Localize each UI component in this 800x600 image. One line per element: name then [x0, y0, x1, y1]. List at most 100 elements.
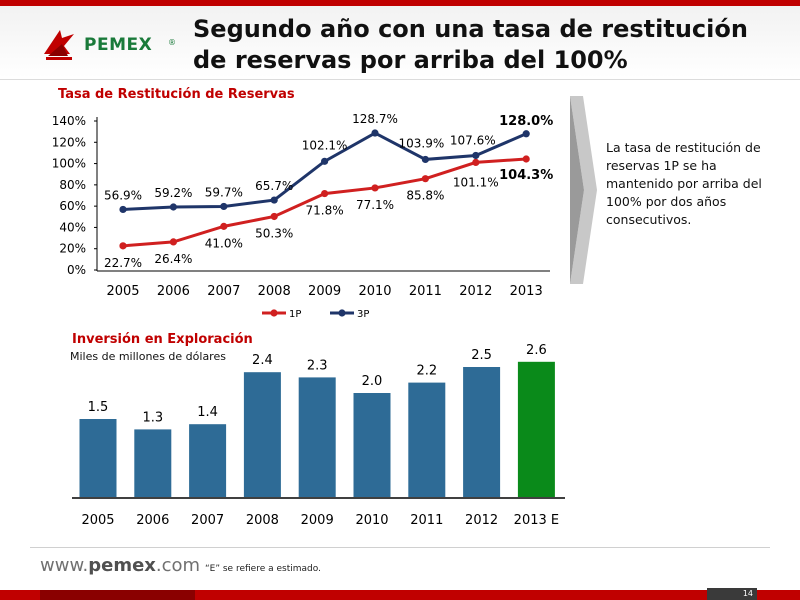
footer-url-brand: pemex — [88, 555, 156, 576]
x-tick-label: 2012 — [459, 284, 492, 299]
header-background — [0, 6, 800, 78]
chevron-arrow-divider — [570, 96, 597, 284]
page-title-line-1: Segundo año con una tasa de restitución — [193, 15, 748, 43]
bar-value-label: 1.5 — [88, 400, 109, 415]
data-point-1p — [321, 189, 329, 198]
legend-label-1p: 1P — [289, 309, 301, 320]
y-tick-label: 0% — [67, 263, 86, 277]
data-point-3p — [321, 157, 329, 165]
data-label-3p: 128.7% — [352, 112, 398, 126]
footer-divider — [30, 547, 770, 548]
x-tick-label: 2005 — [106, 284, 139, 299]
bar-value-label: 1.4 — [197, 405, 218, 420]
line-chart-title: Tasa de Restitución de Reservas — [58, 87, 295, 102]
data-label-3p: 59.2% — [154, 186, 192, 200]
footer-url-suffix: .com — [155, 555, 201, 576]
page-title: Segundo año con una tasa de restitución … — [193, 14, 773, 76]
data-point-1p — [522, 155, 530, 163]
x-tick-label: 2005 — [81, 513, 114, 528]
x-tick-label: 2007 — [207, 284, 240, 299]
footer-url-prefix: www. — [40, 555, 89, 576]
x-tick-label: 2011 — [409, 284, 442, 299]
data-label-3p: 56.9% — [104, 188, 142, 202]
reserves-line-chart: 0% 20% 40% 60% 80% 100% 120% 140% 2005 2006 2007 20… — [52, 112, 554, 320]
page-number: 14 — [742, 589, 753, 598]
data-point-1p — [472, 158, 480, 167]
logo-registered-mark: ® — [168, 38, 176, 47]
y-tick-label: 80% — [59, 178, 86, 192]
data-label-1p: 77.1% — [356, 198, 394, 212]
x-tick-label: 2012 — [465, 513, 498, 528]
bar — [517, 361, 555, 497]
bar — [353, 393, 391, 497]
pemex-logo: PEMEX ® — [40, 24, 180, 64]
bar-value-label: 2.4 — [252, 353, 273, 368]
bar — [408, 382, 446, 497]
y-tick-label: 20% — [59, 242, 86, 256]
bar-value-label: 2.3 — [307, 358, 328, 373]
x-tick-label: 2008 — [258, 284, 291, 299]
y-tick-label: 100% — [52, 157, 86, 171]
bar-value-label: 2.6 — [526, 343, 547, 358]
data-point-3p — [371, 129, 379, 137]
data-label-3p: 128.0% — [499, 114, 553, 129]
page-number-box — [707, 588, 757, 600]
data-point-3p — [169, 203, 177, 211]
y-tick-label: 40% — [59, 220, 86, 234]
header-divider — [0, 79, 800, 80]
y-tick-label: 120% — [52, 135, 86, 149]
bar — [79, 419, 117, 497]
data-point-1p — [270, 212, 278, 221]
bottom-dark-segment — [40, 590, 195, 600]
data-label-1p: 26.4% — [154, 252, 192, 266]
footer-note: “E” se refiere a estimado. — [205, 564, 321, 574]
data-label-1p: 22.7% — [104, 256, 142, 270]
bar-value-label: 2.2 — [416, 364, 437, 379]
bar-value-label: 2.0 — [362, 374, 383, 389]
x-tick-label: 2007 — [191, 513, 224, 528]
x-tick-label: 2006 — [157, 284, 190, 299]
x-tick-label: 2008 — [246, 513, 279, 528]
data-point-1p — [220, 222, 228, 230]
data-point-3p — [270, 196, 278, 204]
x-tick-label: 2011 — [410, 513, 443, 528]
data-point-3p — [220, 202, 228, 211]
data-point-3p — [119, 205, 127, 214]
data-point-1p — [371, 184, 379, 192]
logo-wordmark: PEMEX — [84, 35, 153, 55]
data-label-1p: 50.3% — [255, 226, 293, 240]
legend-marker-1p — [270, 309, 278, 317]
y-tick-label: 140% — [52, 114, 86, 128]
data-label-3p: 107.6% — [450, 133, 496, 147]
legend-marker-3p — [338, 309, 346, 317]
x-tick-label: 2010 — [355, 513, 388, 528]
data-point-3p — [472, 151, 480, 160]
data-label-3p: 59.7% — [205, 185, 243, 199]
data-label-1p: 101.1% — [453, 175, 499, 189]
y-tick-label: 60% — [59, 199, 86, 213]
footer-website: www.pemex.com — [40, 555, 200, 576]
top-red-bar — [0, 0, 800, 6]
bar-value-label: 2.5 — [471, 348, 492, 363]
bar-value-label: 1.3 — [142, 410, 163, 425]
series-line-1p — [122, 157, 527, 248]
data-label-3p: 103.9% — [399, 136, 445, 150]
legend-label-3p: 3P — [357, 309, 369, 320]
data-point-3p — [421, 155, 429, 164]
x-tick-label: 2010 — [358, 284, 391, 299]
data-label-3p: 65.7% — [255, 179, 293, 193]
data-point-1p — [119, 242, 127, 250]
data-point-1p — [421, 175, 429, 183]
data-point-1p — [169, 238, 177, 246]
data-point-3p — [522, 130, 530, 138]
data-label-1p: 71.8% — [306, 204, 344, 218]
x-tick-label: 2013 E — [514, 513, 559, 528]
data-label-1p: 104.3% — [499, 168, 553, 183]
data-label-3p: 102.1% — [302, 138, 348, 152]
bar — [189, 424, 227, 497]
data-label-1p: 85.8% — [406, 189, 444, 203]
x-tick-label: 2009 — [301, 513, 334, 528]
bar — [243, 372, 281, 497]
bar-chart-subtitle: Miles de millones de dólares — [70, 350, 226, 363]
